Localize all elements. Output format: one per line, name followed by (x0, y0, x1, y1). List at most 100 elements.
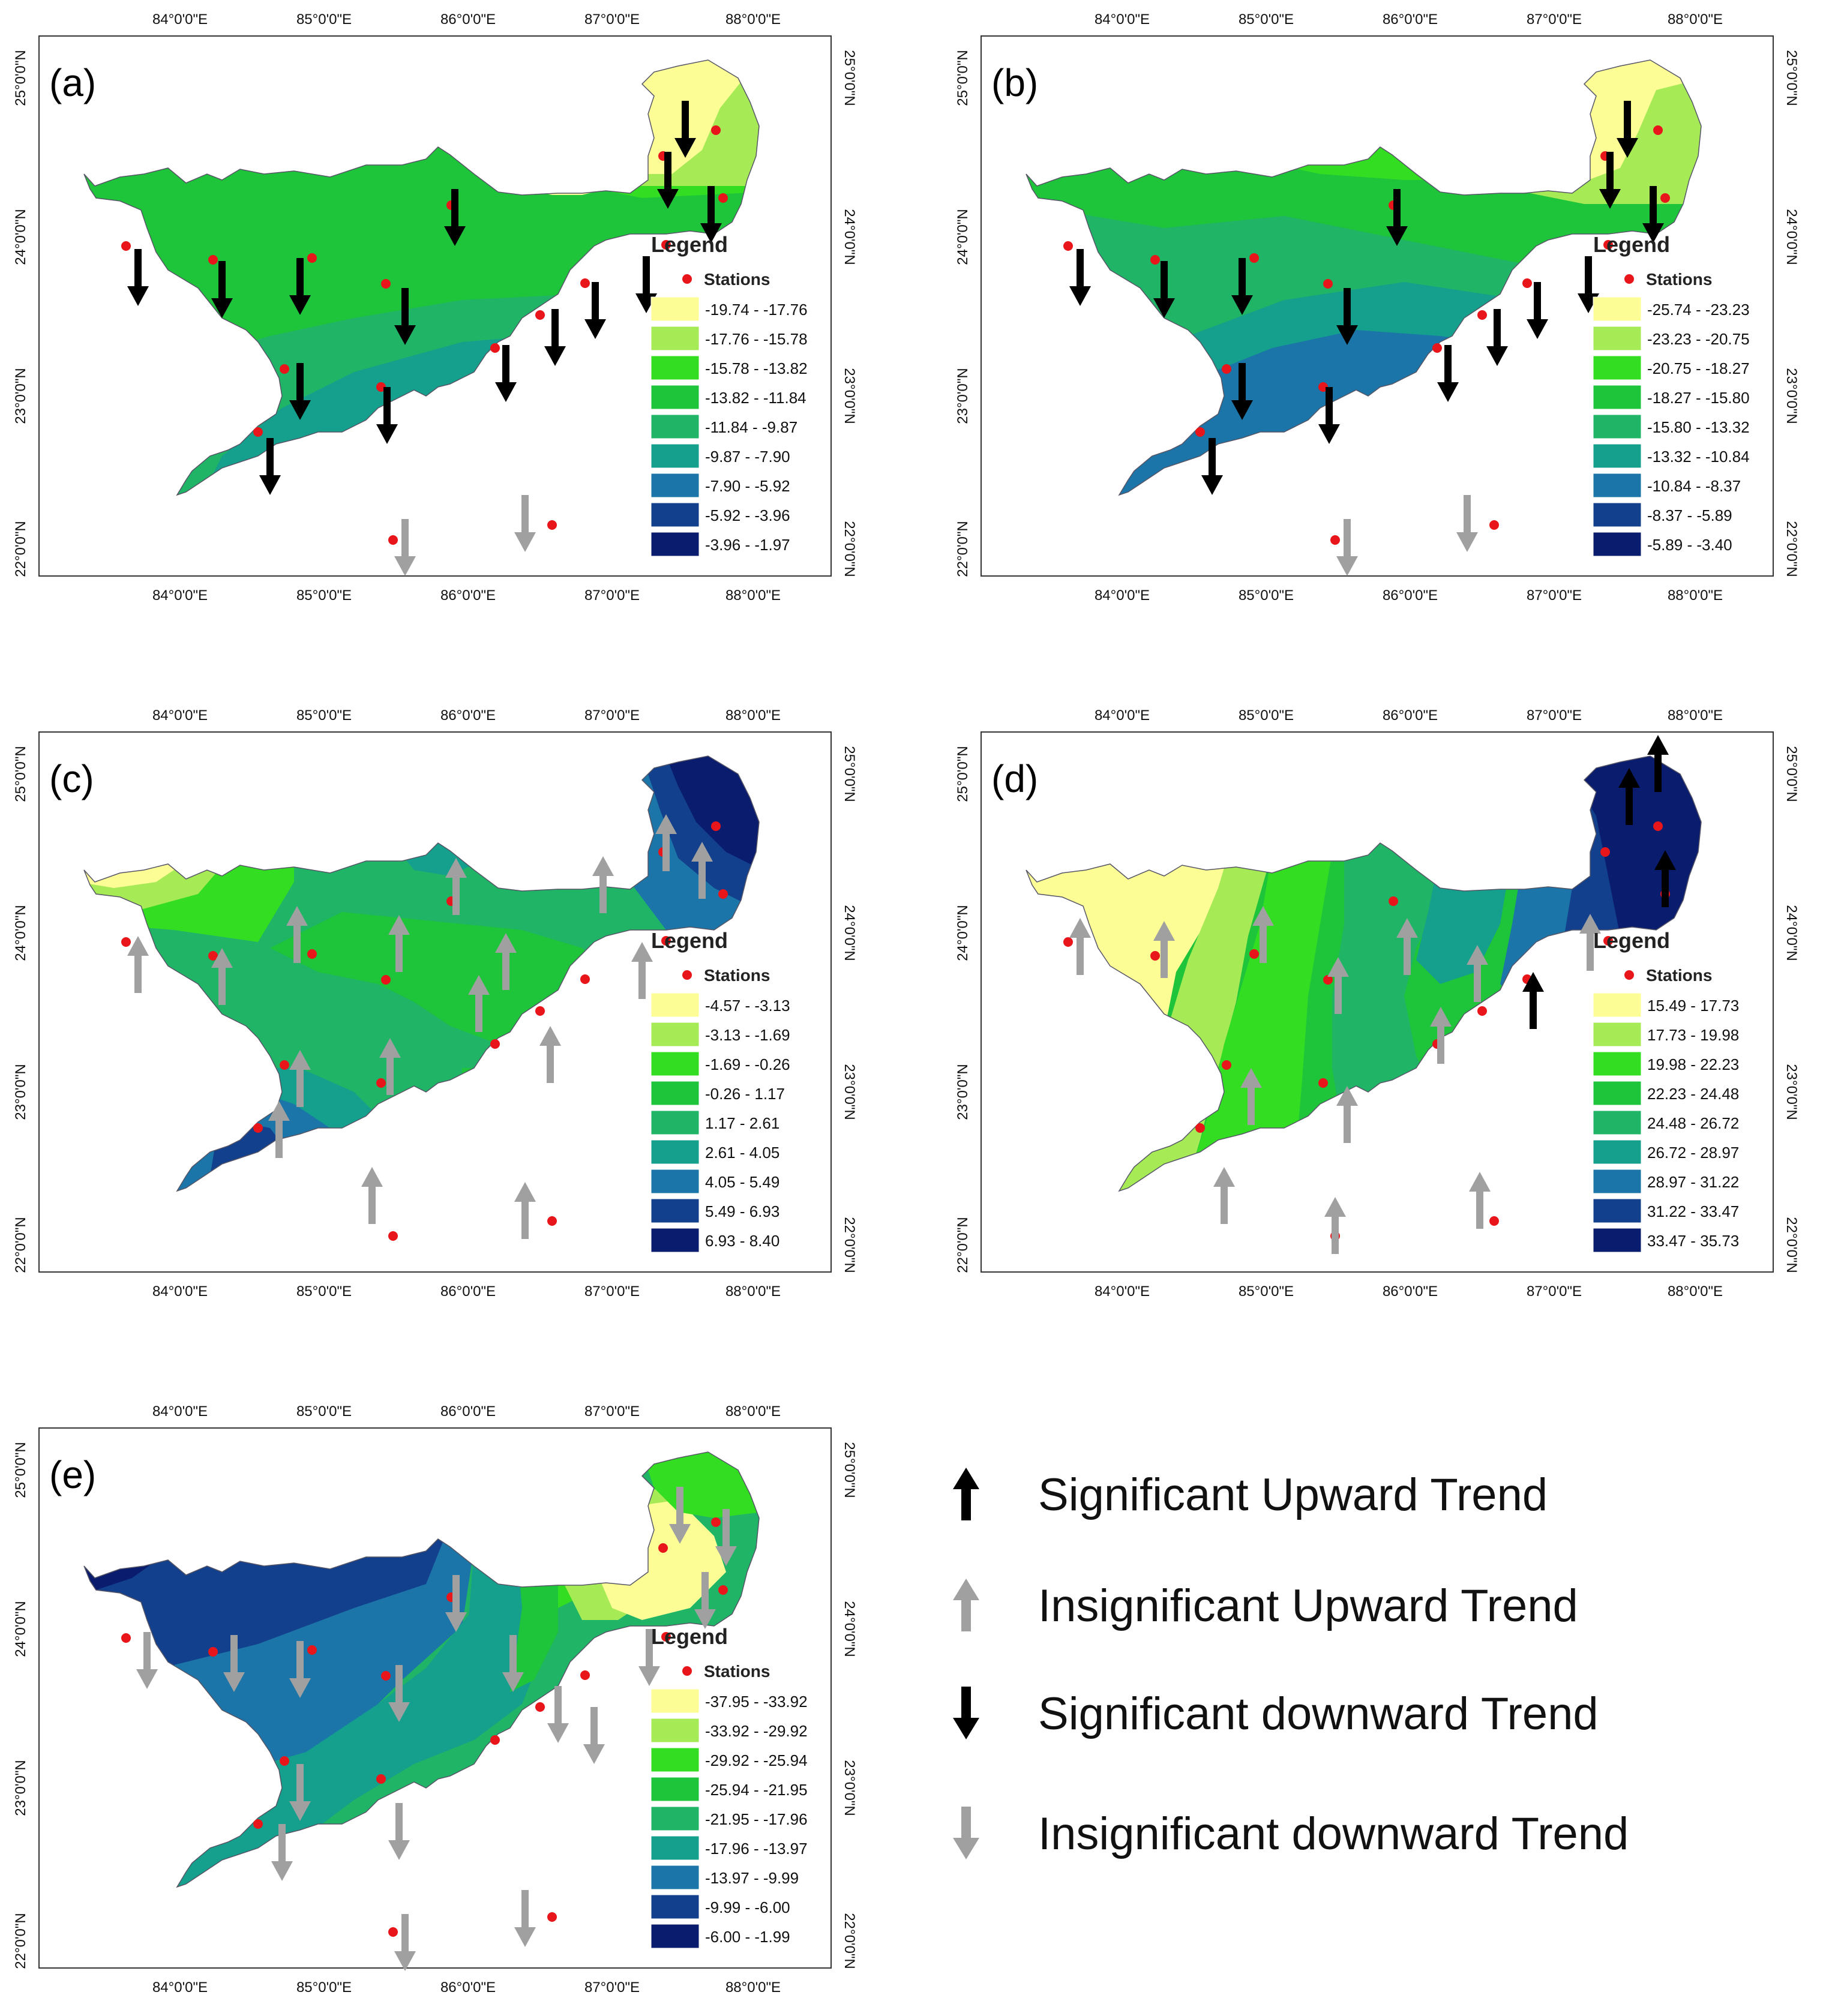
station-marker (208, 951, 218, 961)
map-legend: Legend Stations 15.49 - 17.73 17.73 - 19.98… (1593, 928, 1739, 1253)
legend-range-label: -13.97 - -9.99 (705, 1869, 799, 1887)
latitude-label: 23°0'0"N (841, 1064, 857, 1120)
insignificant-up-arrow-icon (1153, 921, 1175, 978)
longitude-label: 84°0'0"E (1095, 707, 1150, 724)
latitude-label: 22°0'0"N (13, 521, 29, 577)
legend-range-label: -9.99 - -6.00 (705, 1898, 790, 1916)
legend-title: Legend (651, 928, 728, 953)
legend-swatch (650, 1022, 700, 1047)
significant-down-arrow-icon (584, 282, 606, 339)
longitude-label: 85°0'0"E (1239, 11, 1294, 28)
legend-stations-label: Stations (704, 966, 770, 985)
legend-swatch (650, 296, 700, 322)
station-marker (1653, 125, 1663, 135)
significant-down-arrow-icon (1231, 258, 1253, 315)
map-legend: Legend Stations -25.74 - -23.23 -23.23 - -2… (1593, 232, 1750, 557)
legend-swatch (1593, 414, 1642, 439)
insignificant-down-arrow-icon (638, 1629, 660, 1686)
station-marker (1432, 343, 1442, 353)
state-boundary (83, 755, 760, 1192)
insignificant-down-arrow-icon (694, 1572, 716, 1629)
station-marker (580, 278, 590, 288)
station-marker (121, 937, 131, 947)
station-marker (535, 1006, 545, 1016)
significant-down-arrow-icon (953, 1687, 979, 1739)
station-marker (1522, 278, 1532, 288)
latitude-label: 23°0'0"N (13, 368, 29, 424)
insignificant-up-arrow-icon (539, 1026, 561, 1083)
longitude-label: 86°0'0"E (440, 1283, 496, 1300)
longitude-label: 86°0'0"E (440, 11, 496, 28)
state-boundary (1026, 755, 1702, 1192)
station-marker (711, 1517, 721, 1527)
longitude-label: 85°0'0"E (1239, 587, 1294, 604)
significant-down-arrow-icon (657, 152, 679, 209)
longitude-label: 87°0'0"E (584, 1979, 640, 1996)
legend-swatch (1593, 532, 1642, 557)
station-marker (1323, 975, 1333, 985)
station-marker (253, 1123, 263, 1133)
panel-label: (d) (991, 757, 1038, 800)
latitude-label: 23°0'0"N (13, 1760, 29, 1816)
panel-label: (b) (991, 61, 1038, 104)
longitude-label: 87°0'0"E (1527, 11, 1582, 28)
insignificant-up-arrow-icon (1252, 906, 1274, 963)
legend-swatch (650, 1894, 700, 1919)
latitude-label: 25°0'0"N (955, 50, 971, 106)
legend-range-label: -13.32 - -10.84 (1647, 448, 1750, 466)
insignificant-up-arrow-icon (514, 1182, 536, 1239)
insignificant-down-arrow-icon (223, 1635, 245, 1692)
latitude-label: 23°0'0"N (1783, 1064, 1800, 1120)
station-marker (280, 364, 289, 374)
significant-down-arrow-icon (394, 288, 416, 345)
station-marker (1222, 364, 1231, 374)
latitude-label: 23°0'0"N (841, 368, 857, 424)
legend-swatch (1593, 473, 1642, 498)
legend-range-label: -11.84 - -9.87 (705, 418, 797, 436)
insignificant-down-arrow-icon (289, 1641, 311, 1698)
latitude-label: 24°0'0"N (841, 1601, 857, 1657)
insignificant-down-arrow-icon (1456, 495, 1478, 552)
longitude-label: 84°0'0"E (1095, 11, 1150, 28)
legend-swatch (650, 1198, 700, 1223)
longitude-label: 88°0'0"E (1668, 707, 1723, 724)
longitude-label: 84°0'0"E (152, 587, 208, 604)
legend-swatch (1593, 992, 1642, 1018)
station-marker (1603, 936, 1613, 946)
legend-range-label: 31.22 - 33.47 (1647, 1202, 1739, 1220)
station-marker (307, 1645, 317, 1655)
station-marker (1477, 1006, 1487, 1016)
significant-down-arrow-icon (376, 387, 398, 444)
insignificant-down-arrow-icon (669, 1487, 691, 1544)
legend-swatch (1593, 443, 1642, 469)
significant-down-arrow-icon (544, 309, 566, 366)
map-panel-c: (c) 84°0'0"E 84°0'0"E 85°0'0"E 85°0'0"E 86°0'… (0, 696, 870, 1302)
station-marker (1195, 1123, 1205, 1133)
longitude-label: 88°0'0"E (1668, 587, 1723, 604)
insignificant-up-arrow-icon (1467, 945, 1488, 1002)
insignificant-up-arrow-icon (1396, 918, 1418, 975)
map-a: (a) 84°0'0"E 84°0'0"E 85°0'0"E 85°0'0"E 86°0'… (13, 11, 857, 604)
longitude-label: 86°0'0"E (1383, 587, 1438, 604)
station-marker (1660, 193, 1670, 203)
latitude-label: 24°0'0"N (13, 905, 29, 961)
legend-swatch (650, 473, 700, 498)
insignificant-down-arrow-icon (271, 1824, 293, 1881)
latitude-label: 24°0'0"N (1783, 905, 1800, 961)
latitude-label: 24°0'0"N (13, 209, 29, 265)
station-marker (388, 1927, 398, 1937)
insignificant-up-arrow-icon (1069, 918, 1091, 975)
longitude-label: 87°0'0"E (584, 587, 640, 604)
station-marker (307, 949, 317, 959)
station-marker (1249, 253, 1259, 263)
legend-swatch (650, 443, 700, 469)
insignificant-up-arrow-icon (468, 975, 490, 1032)
insignificant-up-arrow-icon (379, 1038, 401, 1095)
significant-up-arrow-icon (953, 1468, 979, 1520)
insignificant-down-arrow-icon (514, 1890, 536, 1947)
legend-range-label: -33.92 - -29.92 (705, 1722, 808, 1740)
longitude-label: 84°0'0"E (152, 1403, 208, 1420)
legend-swatch (1593, 1022, 1642, 1047)
station-marker (1222, 1060, 1231, 1070)
station-marker (388, 535, 398, 545)
